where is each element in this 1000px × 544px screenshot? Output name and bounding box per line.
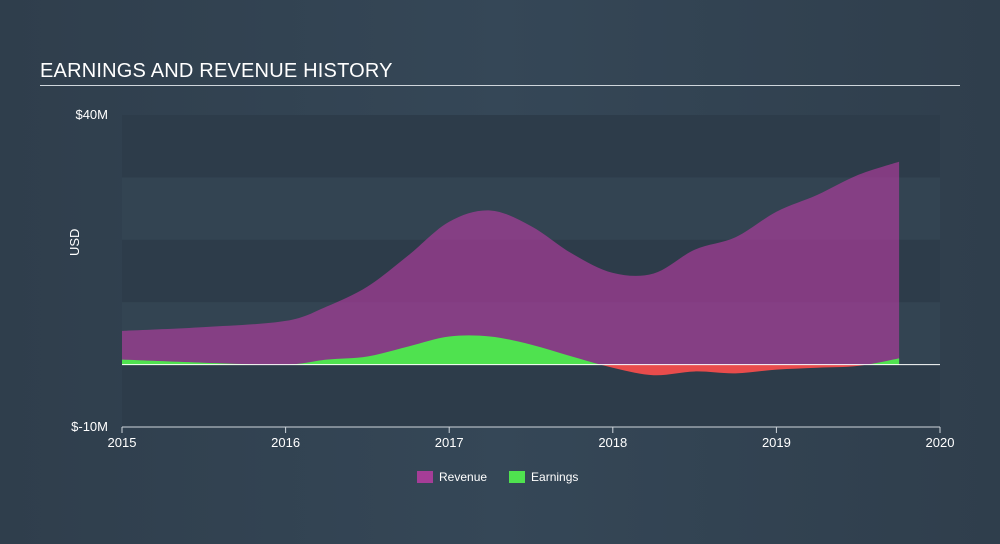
legend-item-earnings[interactable]: Earnings: [509, 470, 578, 484]
y-tick-label: $40M: [75, 107, 108, 122]
earnings-swatch: [509, 471, 526, 483]
earnings-area-positive: [122, 335, 900, 365]
x-tick-label: 2015: [108, 435, 137, 450]
legend-earnings-label: Earnings: [531, 470, 579, 484]
x-tick-label: 2016: [271, 435, 300, 450]
x-tick-label: 2019: [762, 435, 791, 450]
grid-band: [122, 115, 940, 178]
legend-item-revenue[interactable]: Revenue: [417, 470, 487, 484]
x-tick-label: 2017: [435, 435, 464, 450]
x-tick-label: 2020: [926, 435, 955, 450]
y-axis-label: USD: [67, 229, 82, 256]
revenue-area: [122, 161, 900, 365]
grid-band: [122, 364, 940, 427]
chart-title: EARNINGS AND REVENUE HISTORY: [40, 60, 393, 82]
title-divider: [40, 85, 960, 86]
x-tick-label: 2018: [598, 435, 627, 450]
y-tick-label: $-10M: [71, 419, 108, 434]
earnings-area-negative: [601, 365, 865, 376]
legend: Revenue Earnings: [417, 470, 578, 484]
legend-revenue-label: Revenue: [439, 470, 488, 484]
revenue-swatch: [417, 471, 433, 483]
